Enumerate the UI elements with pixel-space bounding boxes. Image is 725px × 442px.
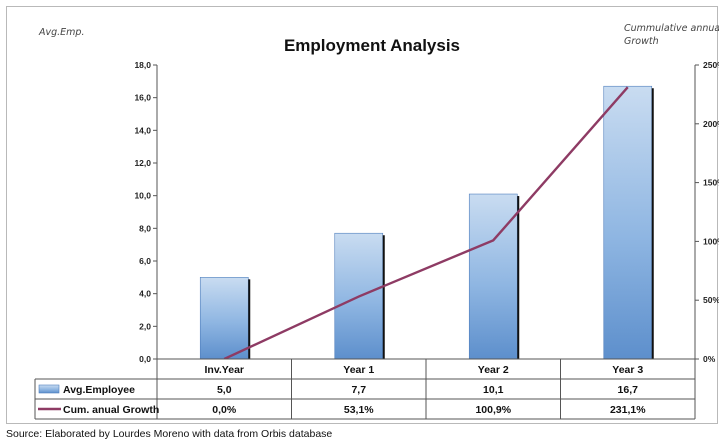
y-tick-label: 12,0 [134,158,151,168]
y2-tick-label: 100% [703,236,719,246]
bar-avg-employee [199,277,249,360]
data-label-avg-employee: 5,0 [217,384,232,396]
bar-shadow [517,196,520,359]
y2-tick-label: 250% [703,60,719,70]
category-label: Year 2 [478,364,509,376]
y2-tick-label: 50% [703,295,719,305]
y-axis-label: Avg.Emp. [38,27,84,38]
bar-avg-employee [468,193,518,360]
data-label-cum-growth: 0,0% [212,404,237,416]
bar-shadow [382,235,385,359]
y2-tick-label: 150% [703,178,719,188]
y-tick-label: 0,0 [139,354,151,364]
legend-swatch-bar [38,384,60,394]
legend-label-cum-growth: Cum. anual Growth [63,404,159,416]
y2-axis-label: Cummulative annual Growth [624,23,719,47]
legend-label-avg-employee: Avg.Employee [63,384,135,396]
y-tick-label: 16,0 [134,93,151,103]
y2-tick-label: 0% [703,354,716,364]
bar-shadow [651,88,654,359]
y-tick-label: 2,0 [139,321,151,331]
chart-frame: Employment Analysis Avg.Emp. Cummulative… [6,6,719,424]
data-label-cum-growth: 53,1% [344,404,374,416]
data-label-cum-growth: 231,1% [610,404,646,416]
category-label: Year 3 [612,364,643,376]
data-label-avg-employee: 10,1 [483,384,504,396]
data-label-avg-employee: 16,7 [618,384,639,396]
source-note: Source: Elaborated by Lourdes Moreno wit… [6,428,333,440]
y-tick-label: 8,0 [139,223,151,233]
y-tick-label: 18,0 [134,60,151,70]
y-tick-label: 4,0 [139,289,151,299]
data-label-cum-growth: 100,9% [475,404,511,416]
bar-avg-employee [603,85,653,360]
y-tick-label: 10,0 [134,191,151,201]
line-cum-growth [223,86,629,359]
y2-tick-label: 200% [703,119,719,129]
category-label: Inv.Year [205,364,245,376]
data-label-avg-employee: 7,7 [351,384,366,396]
category-label: Year 1 [343,364,374,376]
chart-title: Employment Analysis [284,36,460,55]
y-tick-label: 14,0 [134,125,151,135]
bar-shadow [248,279,251,359]
employment-chart: Employment Analysis Avg.Emp. Cummulative… [34,23,719,420]
y-tick-label: 6,0 [139,256,151,266]
